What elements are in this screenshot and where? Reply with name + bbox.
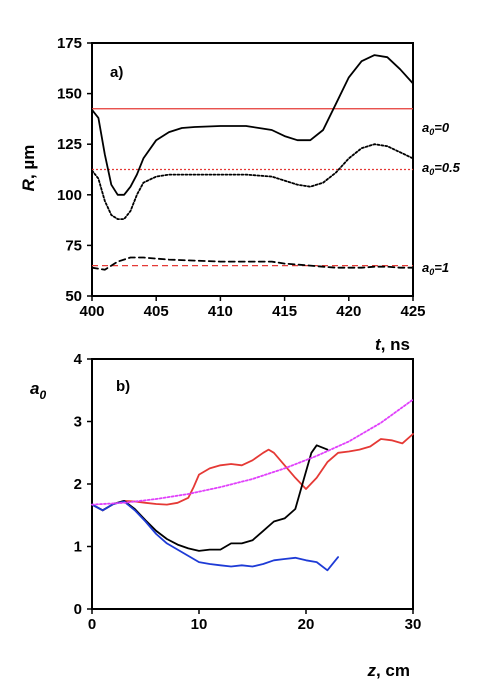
panel-b-xtick-label: 10 bbox=[191, 616, 208, 633]
panel-b-xlabel-var: z bbox=[366, 661, 376, 680]
panel-a-ytick-label: 100 bbox=[57, 187, 82, 204]
annotation-a0-1: a0=1 bbox=[422, 260, 449, 277]
panel-b-series bbox=[91, 398, 414, 572]
panel-b-xtick-label: 20 bbox=[298, 616, 315, 633]
panel-a-xtick-label: 400 bbox=[79, 303, 104, 320]
panel-b-xtick-label: 30 bbox=[405, 616, 422, 633]
panel-b-ytick-label: 0 bbox=[74, 601, 82, 618]
panel-a-xtick-label: 425 bbox=[400, 303, 425, 320]
panel-b-ytick-label: 4 bbox=[74, 351, 83, 368]
panel-b-ytick-label: 1 bbox=[74, 539, 82, 556]
panel-b-ylabel: a0 bbox=[30, 379, 46, 402]
annotation-a0-0.5: a0=0.5 bbox=[422, 160, 461, 177]
panel-a-xlabel-var: t bbox=[375, 335, 382, 354]
panel-b-series-line-2 bbox=[91, 500, 340, 572]
panel-a-ylabel-var: R bbox=[19, 178, 38, 191]
panel-a-series bbox=[91, 54, 414, 271]
panel-a-xlabel: t, ns bbox=[375, 335, 410, 354]
panel-a-ticks: 400 405 410 415 420 425 50 75 100 125 150 175 bbox=[57, 35, 426, 320]
panel-a-xtick-label: 410 bbox=[208, 303, 233, 320]
panel-a: 400 405 410 415 420 425 50 75 100 125 150 175 a) R,… bbox=[19, 35, 461, 354]
panel-b-xtick-label: 0 bbox=[88, 616, 96, 633]
panel-b-ylabel-var: a bbox=[30, 379, 39, 398]
panel-a-series-line-0 bbox=[91, 54, 414, 196]
panel-b-frame bbox=[91, 358, 414, 610]
panel-a-ytick-label: 175 bbox=[57, 35, 82, 52]
panel-a-xtick-label: 415 bbox=[272, 303, 297, 320]
panel-a-xtick-label: 405 bbox=[144, 303, 169, 320]
panel-a-ytick-label: 50 bbox=[65, 288, 82, 305]
panel-b-series-line-3 bbox=[91, 398, 414, 506]
panel-a-ylabel: R, µm bbox=[19, 145, 38, 192]
panel-a-ylabel-unit: , µm bbox=[19, 145, 38, 179]
panel-a-ytick-label: 125 bbox=[57, 136, 82, 153]
panel-b-label: b) bbox=[116, 378, 130, 395]
panel-a-xtick-label: 420 bbox=[336, 303, 361, 320]
svg-text:R, µm: R, µm bbox=[19, 145, 38, 192]
panel-b-ticks: 0 10 20 30 0 1 2 3 4 bbox=[74, 351, 422, 633]
panel-b-xlabel: z, cm bbox=[366, 661, 410, 680]
panel-a-series-line-1 bbox=[91, 143, 414, 221]
panel-a-ytick-label: 75 bbox=[65, 237, 82, 254]
panel-b-ytick-label: 2 bbox=[74, 476, 82, 493]
panel-b-series-line-0 bbox=[91, 433, 414, 512]
annotation-a0-0: a0=0 bbox=[422, 120, 450, 137]
panel-a-label: a) bbox=[110, 64, 123, 81]
panel-b-ytick-label: 3 bbox=[74, 414, 82, 431]
panel-a-ytick-label: 150 bbox=[57, 86, 82, 103]
panel-b-ylabel-sub: 0 bbox=[39, 388, 46, 402]
panel-b-series-line-1 bbox=[91, 444, 329, 552]
panel-b-xlabel-unit: , cm bbox=[376, 661, 410, 680]
panel-a-reference-lines bbox=[92, 108, 413, 267]
panel-a-series-line-2 bbox=[91, 256, 414, 271]
panel-a-xlabel-unit: , ns bbox=[381, 335, 410, 354]
